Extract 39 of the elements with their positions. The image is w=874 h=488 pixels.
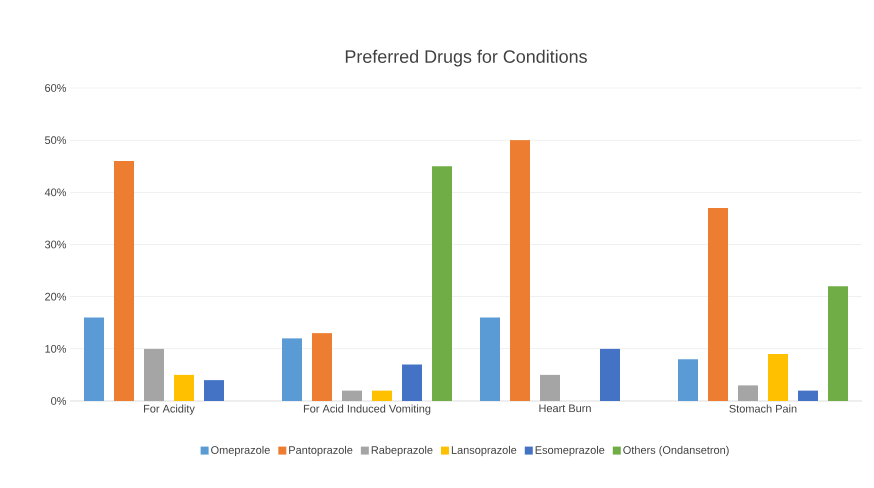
bar [828,286,848,401]
bar [678,359,698,401]
y-tick-label: 60% [45,84,66,92]
bar [312,333,332,401]
legend-label: Esomeprazole [536,446,604,456]
bar [708,208,728,401]
bar [768,354,788,401]
bar [174,374,194,401]
y-tick-label: 10% [45,344,66,353]
bar [798,390,818,401]
x-tick-label: For Acidity [144,404,195,415]
bar [144,348,164,401]
bar [402,364,422,401]
bar [372,390,392,401]
bar [540,374,560,401]
bar [600,348,620,401]
y-tick-label: 0% [51,397,66,405]
bar [510,140,530,401]
bar [480,318,500,401]
y-tick-label: 40% [44,188,66,196]
x-tick-label: For Acid Induced Vomiting [304,404,430,415]
x-tick-label: Heart Burn [539,404,591,412]
y-tick-label: 50% [44,136,66,144]
legend-label: Rabeprazole [372,446,432,456]
y-tick-label: 20% [45,292,66,301]
y-tick-label: 30% [44,240,66,248]
legend-label: Omeprazole [211,446,270,456]
bar [114,161,134,401]
x-tick-label: Stomach Pain [729,404,796,413]
bar [84,318,104,401]
chart-title: Preferred Drugs for Conditions [346,50,587,66]
legend-label: Pantoprazole [289,446,352,456]
bar [342,390,362,401]
bar [738,385,758,401]
legend-label: Lansoprazole [452,446,516,456]
bar [432,166,452,401]
legend-label: Others (Ondansetron) [623,446,729,456]
bar [282,338,302,401]
bar [204,380,224,401]
